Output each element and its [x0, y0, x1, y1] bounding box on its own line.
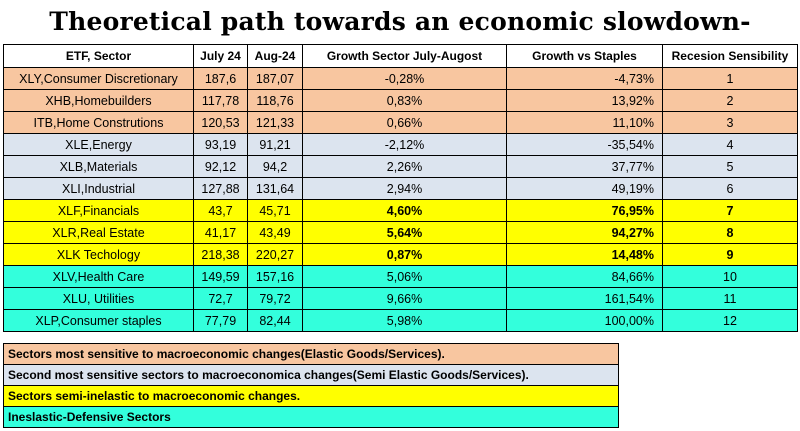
growth-cell: -0,28%	[302, 67, 507, 90]
sector-cell: XLR,Real Estate	[3, 221, 194, 244]
growth-cell: 0,66%	[302, 111, 507, 134]
july-cell: 187,6	[193, 67, 248, 90]
aug-cell: 82,44	[247, 309, 303, 332]
aug-cell: 118,76	[247, 89, 303, 112]
july-cell: 92,12	[193, 155, 248, 178]
sensibility-cell: 12	[662, 309, 798, 332]
legend-item-elastic: Sectors most sensitive to macroeconomic …	[3, 343, 619, 365]
vs-staples-cell: 11,10%	[506, 111, 663, 134]
sector-cell: XLF,Financials	[3, 199, 194, 222]
header-july: July 24	[193, 44, 248, 68]
vs-staples-cell: 37,77%	[506, 155, 663, 178]
growth-cell: 0,87%	[302, 243, 507, 266]
sensibility-cell: 10	[662, 265, 798, 288]
july-cell: 93,19	[193, 133, 248, 156]
sector-cell: XLK Techology	[3, 243, 194, 266]
sensibility-cell: 8	[662, 221, 798, 244]
sensibility-cell: 9	[662, 243, 798, 266]
table-row: XLV,Health Care 149,59 157,16 5,06% 84,66% 10	[3, 265, 798, 288]
vs-staples-cell: 100,00%	[506, 309, 663, 332]
vs-staples-cell: 13,92%	[506, 89, 663, 112]
vs-staples-cell: 76,95%	[506, 199, 663, 222]
aug-cell: 220,27	[247, 243, 303, 266]
vs-staples-cell: 14,48%	[506, 243, 663, 266]
aug-cell: 91,21	[247, 133, 303, 156]
vs-staples-cell: 49,19%	[506, 177, 663, 200]
sector-cell: XLP,Consumer staples	[3, 309, 194, 332]
vs-staples-cell: 161,54%	[506, 287, 663, 310]
aug-cell: 79,72	[247, 287, 303, 310]
sensibility-cell: 4	[662, 133, 798, 156]
sensibility-cell: 1	[662, 67, 798, 90]
vs-staples-cell: -4,73%	[506, 67, 663, 90]
july-cell: 218,38	[193, 243, 248, 266]
sector-cell: XLY,Consumer Discretionary	[3, 67, 194, 90]
growth-cell: 5,64%	[302, 221, 507, 244]
sector-cell: XLB,Materials	[3, 155, 194, 178]
growth-cell: 5,98%	[302, 309, 507, 332]
july-cell: 72,7	[193, 287, 248, 310]
growth-cell: 4,60%	[302, 199, 507, 222]
page-title: Theoretical path towards an economic slo…	[49, 7, 751, 80]
table-row: ITB,Home Construtions 120,53 121,33 0,66% 11…	[3, 111, 798, 134]
growth-cell: 9,66%	[302, 287, 507, 310]
sensibility-cell: 2	[662, 89, 798, 112]
header-sector: ETF, Sector	[3, 44, 194, 68]
growth-cell: -2,12%	[302, 133, 507, 156]
aug-cell: 187,07	[247, 67, 303, 90]
table-row: XLE,Energy 93,19 91,21 -2,12% -35,54% 4	[3, 133, 798, 156]
header-growth: Growth Sector July-Augost	[302, 44, 507, 68]
sensibility-cell: 6	[662, 177, 798, 200]
table-row: XLU, Utilities 72,7 79,72 9,66% 161,54% 11	[3, 287, 798, 310]
table-header-row: ETF, Sector July 24 Aug-24 Growth Sector…	[3, 44, 798, 68]
july-cell: 41,17	[193, 221, 248, 244]
growth-cell: 2,26%	[302, 155, 507, 178]
header-aug: Aug-24	[247, 44, 303, 68]
july-cell: 127,88	[193, 177, 248, 200]
sensibility-cell: 7	[662, 199, 798, 222]
aug-cell: 121,33	[247, 111, 303, 134]
july-cell: 77,79	[193, 309, 248, 332]
aug-cell: 45,71	[247, 199, 303, 222]
sector-cell: XLV,Health Care	[3, 265, 194, 288]
sector-cell: XLU, Utilities	[3, 287, 194, 310]
sector-cell: ITB,Home Construtions	[3, 111, 194, 134]
sector-table: ETF, Sector July 24 Aug-24 Growth Sector…	[3, 44, 798, 332]
aug-cell: 157,16	[247, 265, 303, 288]
aug-cell: 43,49	[247, 221, 303, 244]
table-row: XLP,Consumer staples 77,79 82,44 5,98% 100,0…	[3, 309, 798, 332]
july-cell: 120,53	[193, 111, 248, 134]
sector-cell: XLI,Industrial	[3, 177, 194, 200]
july-cell: 149,59	[193, 265, 248, 288]
aug-cell: 131,64	[247, 177, 303, 200]
table-row: XHB,Homebuilders 117,78 118,76 0,83% 13,92% 2	[3, 89, 798, 112]
table-body: XLY,Consumer Discretionary 187,6 187,07 -0,…	[3, 67, 798, 332]
table-row: XLB,Materials 92,12 94,2 2,26% 37,77% 5	[3, 155, 798, 178]
vs-staples-cell: -35,54%	[506, 133, 663, 156]
legend: Sectors most sensitive to macroeconomic …	[3, 343, 619, 428]
table-row: XLK Techology 218,38 220,27 0,87% 14,48% 9	[3, 243, 798, 266]
sensibility-cell: 5	[662, 155, 798, 178]
july-cell: 43,7	[193, 199, 248, 222]
table-row: XLY,Consumer Discretionary 187,6 187,07 -0,…	[3, 67, 798, 90]
header-vs-staples: Growth vs Staples	[506, 44, 663, 68]
aug-cell: 94,2	[247, 155, 303, 178]
sensibility-cell: 11	[662, 287, 798, 310]
growth-cell: 5,06%	[302, 265, 507, 288]
growth-cell: 2,94%	[302, 177, 507, 200]
table-row: XLF,Financials 43,7 45,71 4,60% 76,95% 7	[3, 199, 798, 222]
legend-item-semi-inelastic: Sectors semi-inelastic to macroeconomic …	[3, 385, 619, 407]
sector-cell: XHB,Homebuilders	[3, 89, 194, 112]
header-sensibility: Recesion Sensibility	[662, 44, 798, 68]
vs-staples-cell: 84,66%	[506, 265, 663, 288]
vs-staples-cell: 94,27%	[506, 221, 663, 244]
growth-cell: 0,83%	[302, 89, 507, 112]
table-row: XLI,Industrial 127,88 131,64 2,94% 49,19% 6	[3, 177, 798, 200]
legend-item-semi-elastic: Second most sensitive sectors to macroec…	[3, 364, 619, 386]
july-cell: 117,78	[193, 89, 248, 112]
table-row: XLR,Real Estate 41,17 43,49 5,64% 94,27% 8	[3, 221, 798, 244]
sector-cell: XLE,Energy	[3, 133, 194, 156]
legend-item-defensive: Ineslastic-Defensive Sectors	[3, 406, 619, 428]
sensibility-cell: 3	[662, 111, 798, 134]
